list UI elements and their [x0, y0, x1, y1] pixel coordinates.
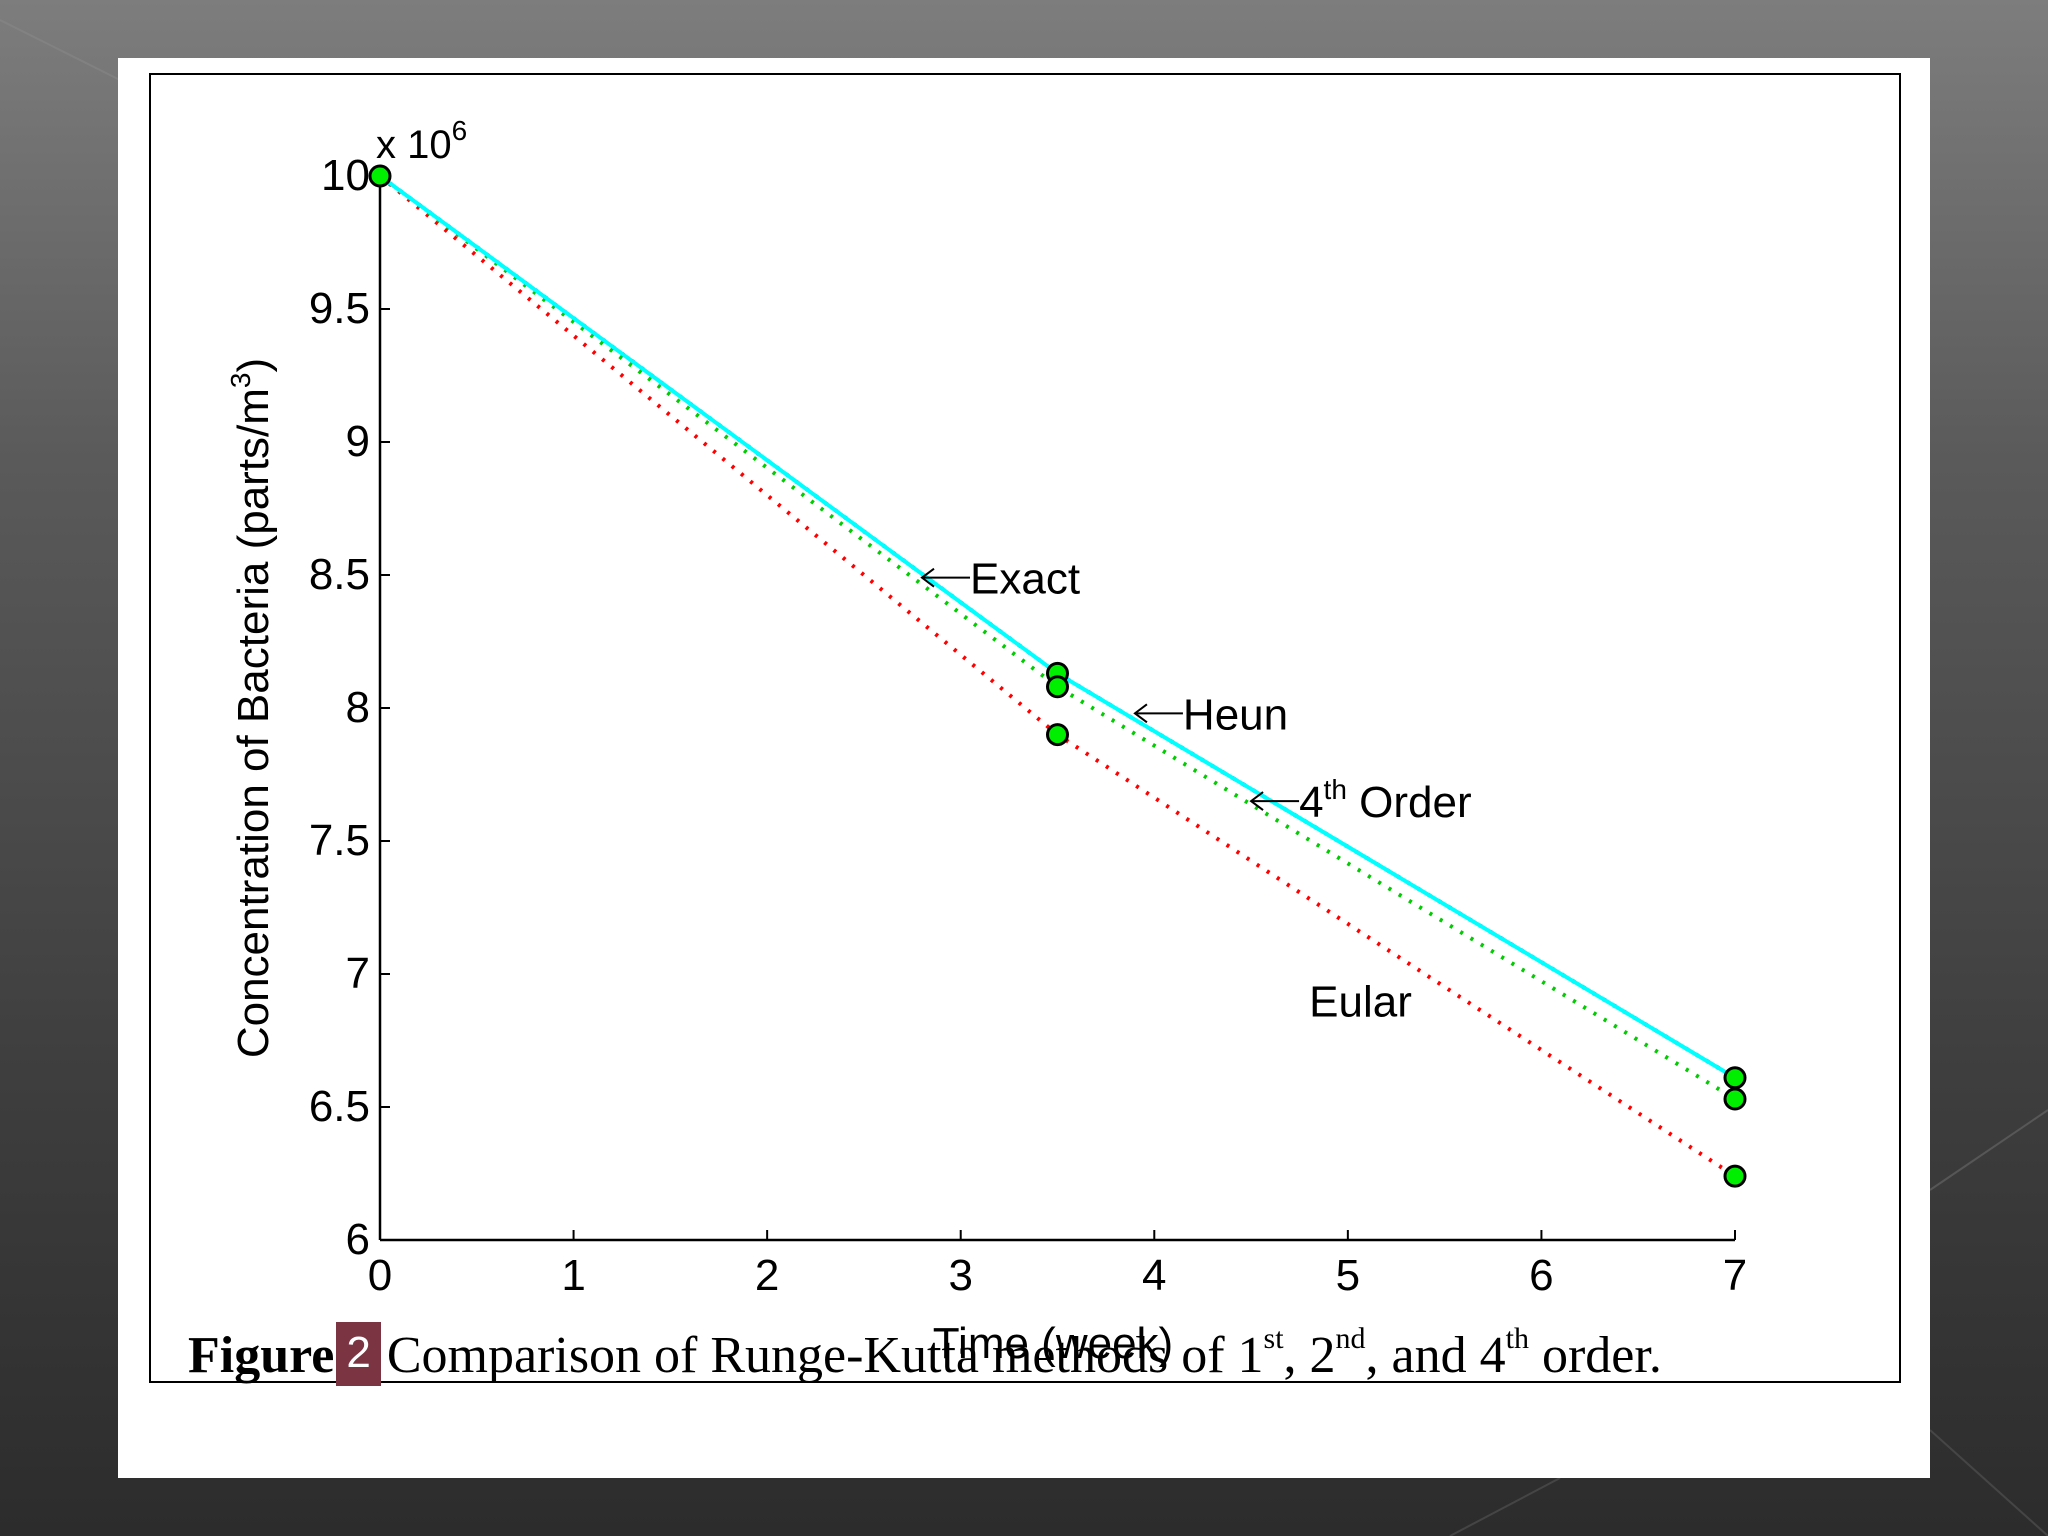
x-tick-label: 7 [1723, 1251, 1747, 1300]
data-marker [368, 164, 392, 188]
x-tick-label: 4 [1142, 1251, 1166, 1300]
annotation-label: Exact [970, 555, 1080, 604]
data-markers [368, 164, 1747, 1188]
data-marker [1723, 1087, 1747, 1111]
caption-sup-3: th [1505, 1322, 1529, 1355]
x-tick-label: 5 [1336, 1251, 1360, 1300]
caption-text-1: Comparison of Runge-Kutta methods of 1 [386, 1327, 1264, 1384]
series-line-4th-order [378, 174, 1737, 1080]
x-tick-label: 2 [755, 1251, 779, 1300]
annotation-arrowhead [1249, 791, 1264, 811]
series-line-heun [378, 174, 1737, 1101]
caption-label: Figure [188, 1327, 335, 1384]
figure-caption: Figure 2 Comparison of Runge-Kutta methods… [188, 1322, 1788, 1392]
data-marker [1723, 1164, 1747, 1188]
x-tick-label: 0 [368, 1251, 392, 1300]
caption-number: 2 [336, 1322, 381, 1387]
annotation-arrowhead [920, 567, 935, 588]
y-tick-label: 8 [346, 683, 370, 732]
caption-text-4: order. [1528, 1327, 1662, 1384]
x-tick-label: 3 [948, 1251, 972, 1300]
annotation-label: Eular [1309, 978, 1412, 1027]
y-multiplier: x 106 [376, 115, 467, 167]
x-tick-label: 6 [1529, 1251, 1553, 1300]
data-marker [1723, 1066, 1747, 1090]
x-tick-label: 1 [561, 1251, 585, 1300]
caption-text-3: , and 4 [1365, 1327, 1506, 1384]
y-tick-label: 9.5 [309, 284, 370, 333]
y-tick-label: 6 [346, 1215, 370, 1264]
x-axis-label: Time (week) [933, 1319, 1173, 1368]
data-marker [1046, 723, 1069, 747]
chart: 0 1 2 3 4 5 6 7 6 6.5 7 7.5 8 8.5 9 9.5 10 Exact Heun4th … [149, 73, 1901, 1383]
y-tick-label: 6.5 [309, 1082, 370, 1131]
y-tick-label: 7.5 [309, 816, 370, 865]
annotation-arrowhead [1133, 703, 1148, 724]
annotation-label: 4th Order [1299, 774, 1472, 827]
caption-sup-1: st [1263, 1322, 1284, 1355]
y-tick-label: 9 [346, 417, 370, 466]
y-tick-label: 7 [346, 949, 370, 998]
caption-sup-2: nd [1335, 1322, 1366, 1355]
figure-panel: 0 1 2 3 4 5 6 7 6 6.5 7 7.5 8 8.5 9 9.5 10 Exact Heun 4th … [118, 58, 1930, 1478]
annotation-label: Heun [1183, 690, 1288, 739]
figure-border [149, 73, 1901, 1383]
axis-ticks: 0 1 2 3 4 5 6 7 6 6.5 7 7.5 8 8.5 9 9.5 10 [309, 151, 1747, 1300]
y-tick-label: 8.5 [309, 550, 370, 599]
data-marker [1046, 675, 1069, 699]
series-line-exact [378, 174, 1737, 1080]
y-axis-label: Concentration of Bacteria (parts/m3) [225, 358, 278, 1058]
y-tick-label: 10 [321, 151, 370, 200]
caption-text-2: , 2 [1283, 1327, 1336, 1384]
